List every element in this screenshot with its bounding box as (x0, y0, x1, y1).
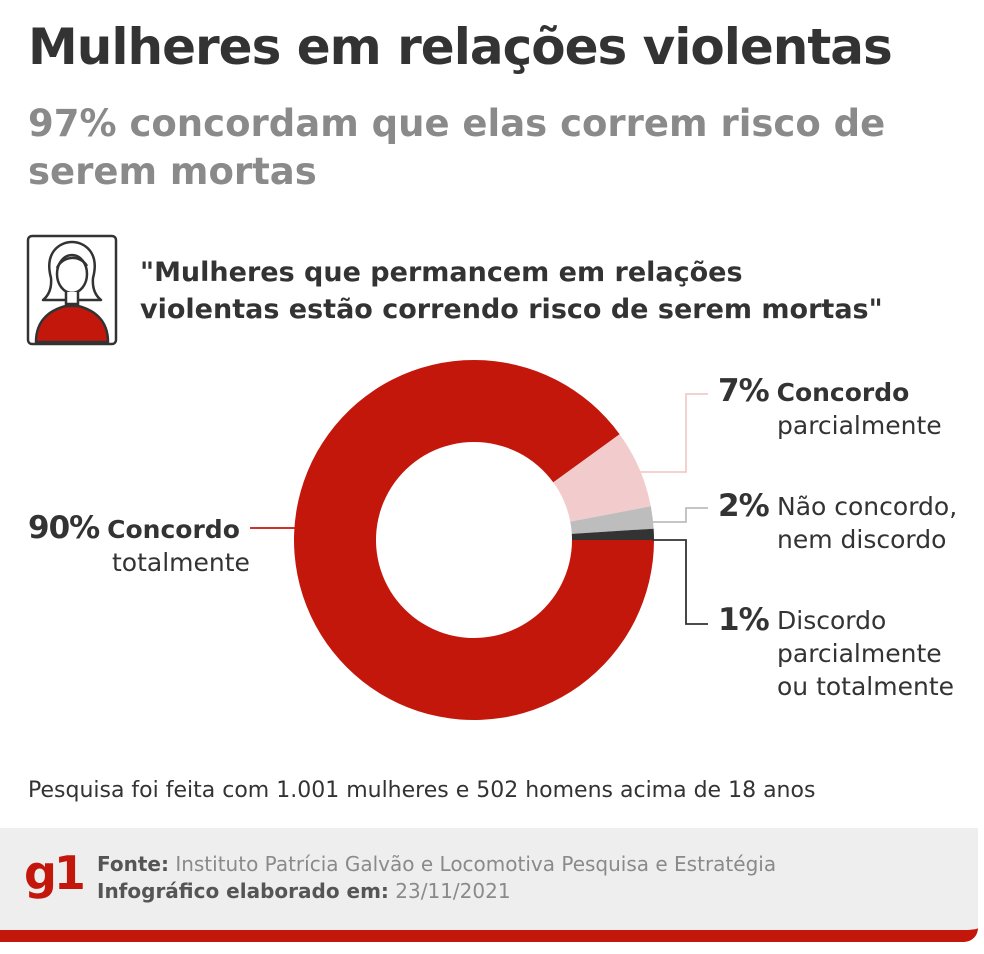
leader-line-1 (652, 539, 708, 625)
slice-pct-7: 7% (718, 373, 770, 409)
slice-label-2: 2% Não concordo, nem discordo (718, 490, 980, 556)
chart-title: Mulheres em relações violentas (28, 18, 893, 76)
donut-chart (250, 360, 708, 721)
date-value: 23/11/2021 (395, 879, 511, 903)
leader-line-2 (652, 507, 708, 523)
slice-1 (571, 528, 654, 540)
slice-label-7: 7% Concordo parcialmente (718, 375, 942, 442)
date-label: Infográfico elaborado em: (97, 879, 389, 903)
slice-label-rest-7: parcialmente (777, 411, 942, 440)
slice-label-bold-7: Concordo (776, 378, 910, 407)
survey-note: Pesquisa foi feita com 1.001 mulheres e … (28, 778, 816, 803)
slice-label-rest-90: totalmente (112, 548, 250, 577)
woman-icon (26, 234, 118, 346)
slice-pct-2: 2% (718, 488, 770, 524)
slice-pct-90: 90% (28, 510, 100, 546)
source-label: Fonte: (97, 852, 169, 876)
slice-pct-1: 1% (718, 602, 770, 638)
date-line: Infográfico elaborado em: 23/11/2021 (97, 879, 511, 903)
slice-label-90: 90% Concordo totalmente (28, 512, 250, 579)
slice-90 (293, 360, 654, 721)
slice-label-bold-90: Concordo (107, 515, 240, 544)
source-line: Fonte: Instituto Patrícia Galvão e Locom… (97, 852, 776, 876)
footer: g1 Fonte: Instituto Patrícia Galvão e Lo… (0, 828, 978, 942)
slice-label-rest-2: Não concordo, nem discordo (777, 492, 958, 554)
source-value: Instituto Patrícia Galvão e Locomotiva P… (175, 852, 777, 876)
leader-line-7 (616, 393, 708, 473)
g1-logo: g1 (24, 846, 86, 900)
survey-question: "Mulheres que permancem em relações viol… (140, 257, 883, 325)
slice-label-rest-1: Discordo parcialmente ou totalmente (777, 606, 955, 701)
slice-2 (570, 506, 654, 534)
slice-7 (553, 434, 651, 522)
slice-label-1: 1% Discordo parcialmente ou totalmente (718, 604, 980, 703)
chart-subtitle: 97% concordam que elas correm risco de s… (28, 102, 886, 193)
